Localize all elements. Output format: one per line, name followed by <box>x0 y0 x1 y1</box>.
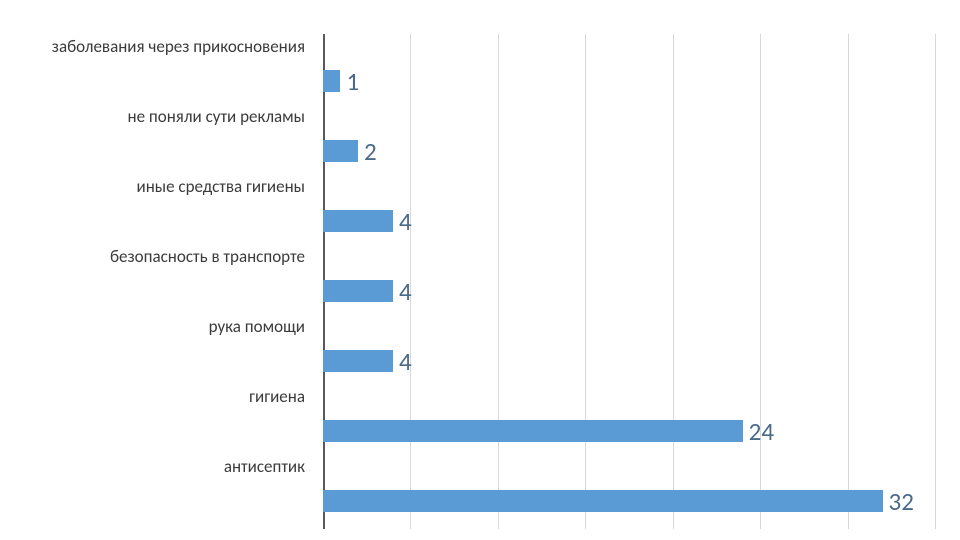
category-label: рука помощи <box>0 316 305 337</box>
category-label: не поняли сути рекламы <box>0 106 305 127</box>
category-label: заболевания через прикосновения <box>0 36 305 57</box>
bar <box>323 70 340 92</box>
bar <box>323 490 883 512</box>
category-label: антисептик <box>0 456 305 477</box>
bar <box>323 420 743 442</box>
bar <box>323 210 393 232</box>
category-label: гигиена <box>0 386 305 407</box>
value-label: 24 <box>749 416 774 447</box>
plot-area: заболевания через прикосновения1не понял… <box>323 34 935 529</box>
gridline <box>760 34 761 529</box>
gridline <box>585 34 586 529</box>
bar <box>323 350 393 372</box>
gridline <box>935 34 936 529</box>
bar <box>323 140 358 162</box>
value-label: 4 <box>399 346 412 377</box>
value-label: 4 <box>399 276 412 307</box>
bar <box>323 280 393 302</box>
value-label: 4 <box>399 206 412 237</box>
value-label: 32 <box>889 486 914 517</box>
gridline <box>673 34 674 529</box>
gridline <box>848 34 849 529</box>
category-label: безопасность в транспорте <box>0 246 305 267</box>
chart-container: заболевания через прикосновения 1 не понял… <box>0 0 960 540</box>
value-label: 1 <box>346 66 359 97</box>
gridline <box>498 34 499 529</box>
category-label: иные средства гигиены <box>0 176 305 197</box>
value-label: 2 <box>364 136 377 167</box>
